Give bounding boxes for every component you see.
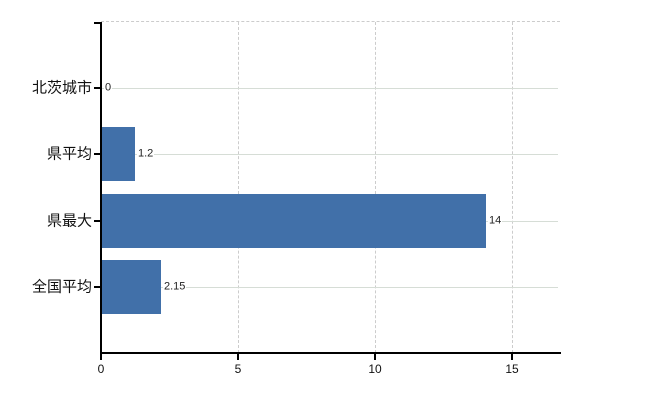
category-label: 北茨城市 — [31, 79, 92, 97]
x-tick-label: 0 — [97, 362, 105, 376]
category-label: 県平均 — [46, 145, 92, 163]
x-tick-mark — [374, 354, 376, 360]
vertical-gridline — [512, 22, 514, 353]
y-axis — [100, 22, 102, 353]
row-gridline — [101, 88, 558, 89]
vertical-gridline — [238, 22, 239, 353]
y-tick-mark — [94, 87, 100, 89]
y-tick-mark — [94, 286, 100, 288]
bar — [102, 127, 135, 181]
x-tick-label: 10 — [368, 362, 382, 376]
y-tick-mark — [94, 22, 100, 24]
bar-value-label: 1.2 — [137, 147, 155, 161]
x-tick-mark — [100, 354, 102, 360]
y-tick-mark — [94, 220, 100, 222]
vertical-gridline — [375, 22, 377, 353]
x-tick-mark — [511, 354, 513, 360]
x-tick-label: 5 — [234, 362, 242, 376]
x-axis — [100, 352, 561, 354]
category-label: 県最大 — [46, 212, 92, 230]
category-label: 全国平均 — [31, 278, 92, 296]
x-tick-label: 15 — [505, 362, 519, 376]
row-gridline — [101, 287, 558, 288]
bar-value-label: 2.15 — [163, 280, 187, 294]
y-tick-mark — [94, 153, 100, 155]
row-gridline — [101, 154, 558, 155]
bar-value-label: 14 — [488, 214, 503, 228]
plot-top-border — [101, 21, 560, 22]
bar — [102, 194, 486, 248]
x-tick-mark — [237, 354, 239, 360]
bar-value-label: 0 — [104, 81, 113, 95]
bar — [102, 260, 161, 314]
